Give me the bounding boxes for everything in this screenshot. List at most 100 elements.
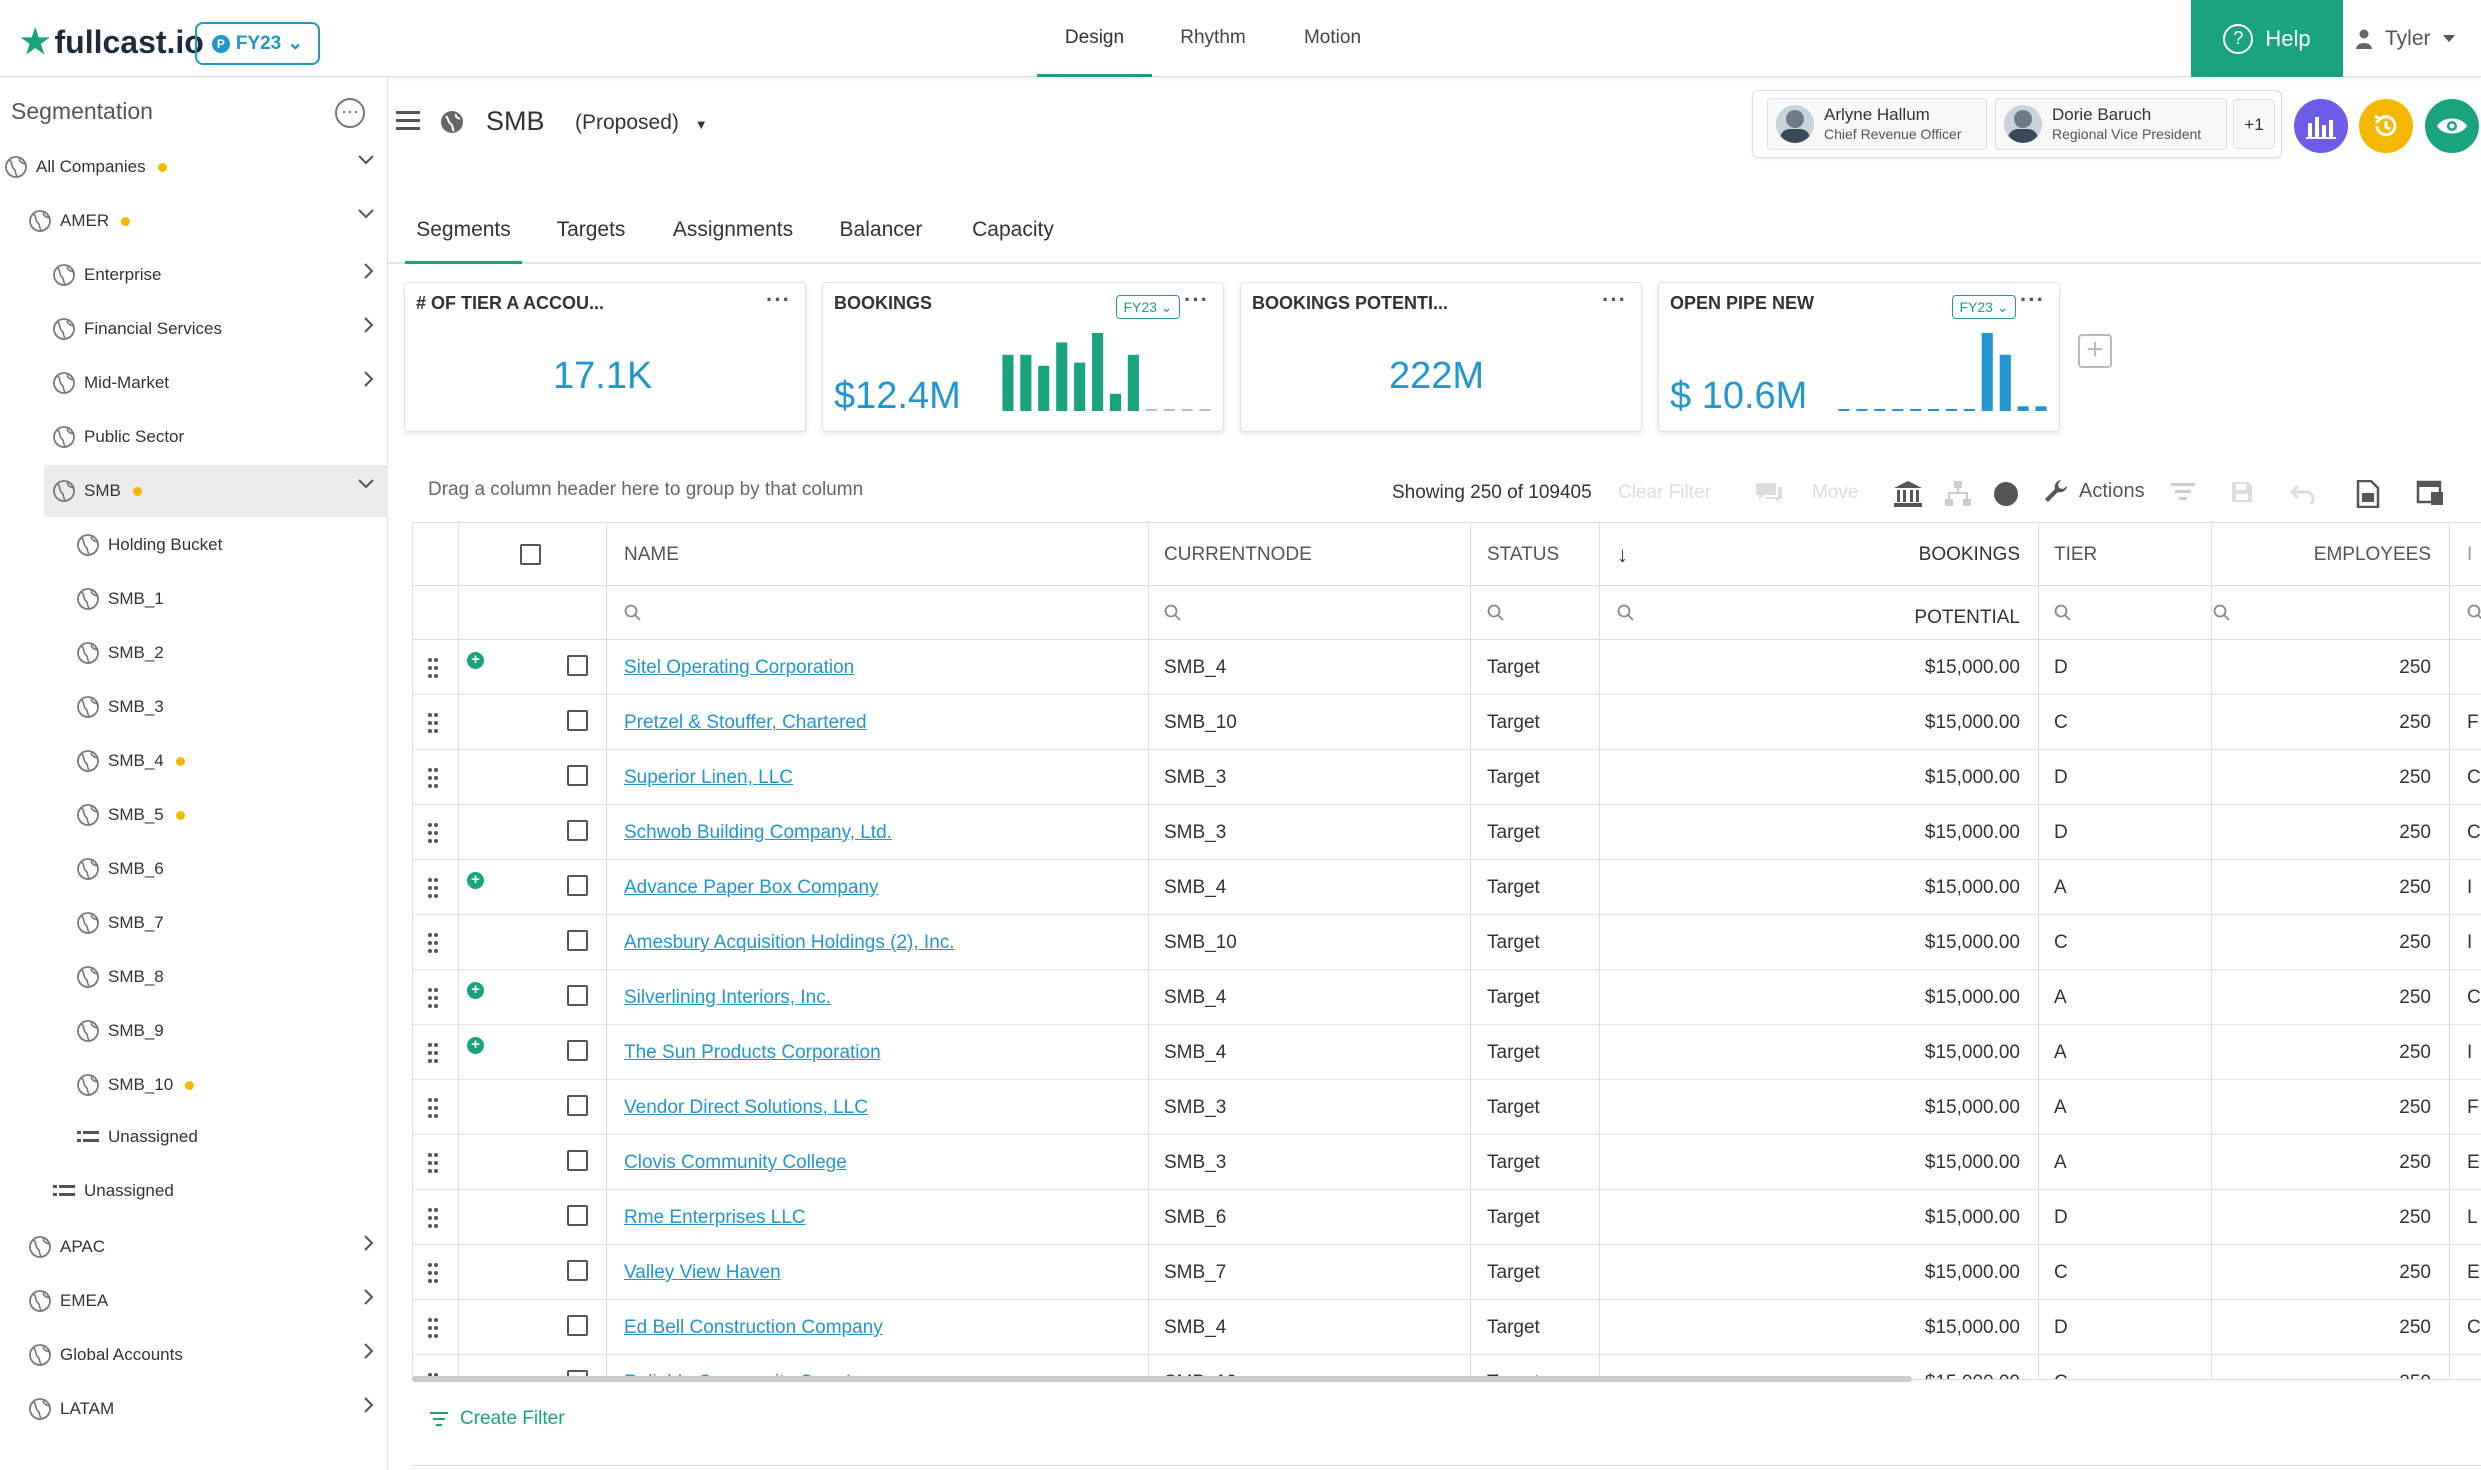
row-checkbox[interactable]: [567, 1150, 588, 1171]
fiscal-year-selector[interactable]: P FY23 ⌄: [195, 22, 320, 65]
row-checkbox[interactable]: [567, 655, 588, 676]
column-header-currentnode[interactable]: CURRENTNODE: [1164, 544, 1312, 565]
kpi-card-bookings-potential[interactable]: BOOKINGS POTENTI... ··· 222M: [1240, 282, 1642, 432]
account-name-link[interactable]: Advance Paper Box Company: [624, 877, 879, 898]
account-name-link[interactable]: Reliable Community Care Inc: [624, 1355, 871, 1379]
sidebar-item-holding-bucket[interactable]: Holding Bucket: [0, 519, 388, 571]
drag-handle-icon[interactable]: [427, 987, 439, 1009]
sidebar-item-financial-services[interactable]: Financial Services: [0, 303, 388, 355]
kpi-card-open-pipe[interactable]: OPEN PIPE NEW FY23 ⌄ ··· $ 10.6M: [1658, 282, 2060, 432]
user-menu[interactable]: Tyler: [2355, 0, 2455, 77]
chevron-down-icon[interactable]: [358, 209, 374, 219]
table-row[interactable]: Valley View Haven SMB_7 Target $15,000.00 C 2…: [413, 1245, 2481, 1300]
search-icon[interactable]: [624, 604, 642, 622]
fullcast-logo[interactable]: ★ fullcast.io: [20, 22, 204, 62]
more-icon[interactable]: ···: [2020, 287, 2045, 312]
sidebar-item-apac[interactable]: APAC: [0, 1221, 388, 1273]
column-header-status[interactable]: STATUS: [1487, 544, 1560, 565]
table-row[interactable]: Vendor Direct Solutions, LLC SMB_3 Target $…: [413, 1080, 2481, 1135]
sidebar-item-smb-9[interactable]: SMB_9: [0, 1005, 388, 1057]
search-icon[interactable]: [1164, 604, 1182, 622]
drag-handle-icon[interactable]: [427, 1207, 439, 1229]
table-row[interactable]: Pretzel & Stouffer, Chartered SMB_10 Targe…: [413, 695, 2481, 750]
row-checkbox[interactable]: [567, 875, 588, 896]
column-header-name[interactable]: NAME: [624, 544, 679, 565]
nav-tab-motion[interactable]: Motion: [1303, 27, 1362, 48]
account-name-link[interactable]: Amesbury Acquisition Holdings (2), Inc.: [624, 932, 955, 953]
more-icon[interactable]: ···: [1602, 287, 1627, 312]
more-icon[interactable]: ···: [766, 287, 791, 312]
sidebar-item-enterprise[interactable]: Enterprise: [0, 249, 388, 301]
scenario-selector[interactable]: (Proposed) ▼: [575, 111, 708, 135]
account-name-link[interactable]: Rme Enterprises LLC: [624, 1207, 806, 1228]
chevron-right-icon[interactable]: [364, 1289, 374, 1305]
account-name-link[interactable]: Vendor Direct Solutions, LLC: [624, 1097, 868, 1118]
column-header-bookings-potential[interactable]: BOOKINGS POTENTIAL: [1914, 544, 2020, 628]
tab-capacity[interactable]: Capacity: [972, 218, 1054, 241]
chevron-right-icon[interactable]: [364, 1397, 374, 1413]
save-icon[interactable]: [2230, 480, 2254, 504]
sidebar-item-latam[interactable]: LATAM: [0, 1383, 388, 1435]
table-row[interactable]: Ed Bell Construction Company SMB_4 Target $…: [413, 1300, 2481, 1355]
circle-icon[interactable]: [1992, 480, 2020, 508]
row-checkbox[interactable]: [567, 930, 588, 951]
fiscal-year-badge[interactable]: FY23 ⌄: [1952, 295, 2016, 319]
add-icon[interactable]: +: [467, 982, 484, 999]
drag-handle-icon[interactable]: [427, 932, 439, 954]
actions-menu[interactable]: Actions: [2043, 478, 2145, 504]
search-icon[interactable]: [1617, 604, 1635, 622]
add-icon[interactable]: +: [467, 652, 484, 669]
search-icon[interactable]: [1487, 604, 1505, 622]
fiscal-year-badge[interactable]: FY23 ⌄: [1116, 295, 1180, 319]
row-checkbox[interactable]: [567, 765, 588, 786]
sidebar-item-mid-market[interactable]: Mid-Market: [0, 357, 388, 409]
table-row[interactable]: Reliable Community Care Inc SMB_10 Target $…: [413, 1355, 2481, 1379]
account-name-link[interactable]: Silverlining Interiors, Inc.: [624, 987, 831, 1008]
help-button[interactable]: ? Help: [2191, 0, 2343, 77]
chevron-down-icon[interactable]: [358, 479, 374, 489]
bank-icon[interactable]: [1893, 480, 1923, 508]
account-name-link[interactable]: Schwob Building Company, Ltd.: [624, 822, 892, 843]
drag-handle-icon[interactable]: [427, 1042, 439, 1064]
sidebar-item-unassigned[interactable]: Unassigned: [0, 1165, 388, 1217]
tab-segments[interactable]: Segments: [405, 218, 522, 264]
sidebar-item-smb-8[interactable]: SMB_8: [0, 951, 388, 1003]
undo-icon[interactable]: [2290, 480, 2316, 504]
chevron-right-icon[interactable]: [364, 263, 374, 279]
table-row[interactable]: Rme Enterprises LLC SMB_6 Target $15,000.00…: [413, 1190, 2481, 1245]
hierarchy-icon[interactable]: [1944, 480, 1972, 508]
sidebar-item-smb-7[interactable]: SMB_7: [0, 897, 388, 949]
search-icon[interactable]: [2213, 604, 2231, 622]
history-button[interactable]: [2359, 99, 2413, 153]
collaborator-card[interactable]: Arlyne Hallum Chief Revenue Officer: [1767, 98, 1987, 150]
tab-balancer[interactable]: Balancer: [839, 218, 923, 241]
add-icon[interactable]: +: [467, 1037, 484, 1054]
tab-targets[interactable]: Targets: [556, 218, 626, 241]
chevron-right-icon[interactable]: [364, 317, 374, 333]
row-checkbox[interactable]: [567, 1370, 588, 1379]
account-name-link[interactable]: Clovis Community College: [624, 1152, 847, 1173]
more-collaborators-button[interactable]: +1: [2233, 99, 2275, 149]
chevron-down-icon[interactable]: [358, 155, 374, 165]
column-header-employees[interactable]: EMPLOYEES: [2313, 544, 2431, 565]
sidebar-item-all-companies[interactable]: All Companies: [0, 141, 388, 193]
row-checkbox[interactable]: [567, 710, 588, 731]
row-checkbox[interactable]: [567, 985, 588, 1006]
create-filter-button[interactable]: Create Filter: [430, 1408, 565, 1430]
sidebar-item-global-accounts[interactable]: Global Accounts: [0, 1329, 388, 1381]
account-name-link[interactable]: Superior Linen, LLC: [624, 767, 793, 788]
account-name-link[interactable]: Pretzel & Stouffer, Chartered: [624, 712, 867, 733]
clear-filter-button[interactable]: Clear Filter: [1618, 482, 1711, 503]
search-icon[interactable]: [2054, 604, 2072, 622]
menu-icon[interactable]: [396, 111, 420, 131]
filter-icon[interactable]: [2170, 480, 2196, 504]
add-card-button[interactable]: +: [2078, 334, 2112, 368]
sort-desc-icon[interactable]: ↓: [1617, 542, 1628, 567]
drag-handle-icon[interactable]: [427, 877, 439, 899]
row-checkbox[interactable]: [567, 820, 588, 841]
table-row[interactable]: Amesbury Acquisition Holdings (2), Inc. S…: [413, 915, 2481, 970]
row-checkbox[interactable]: [567, 1315, 588, 1336]
table-row[interactable]: Schwob Building Company, Ltd. SMB_3 Target…: [413, 805, 2481, 860]
table-row[interactable]: + Sitel Operating Corporation SMB_4 Target $…: [413, 640, 2481, 695]
move-button[interactable]: Move: [1812, 482, 1859, 503]
